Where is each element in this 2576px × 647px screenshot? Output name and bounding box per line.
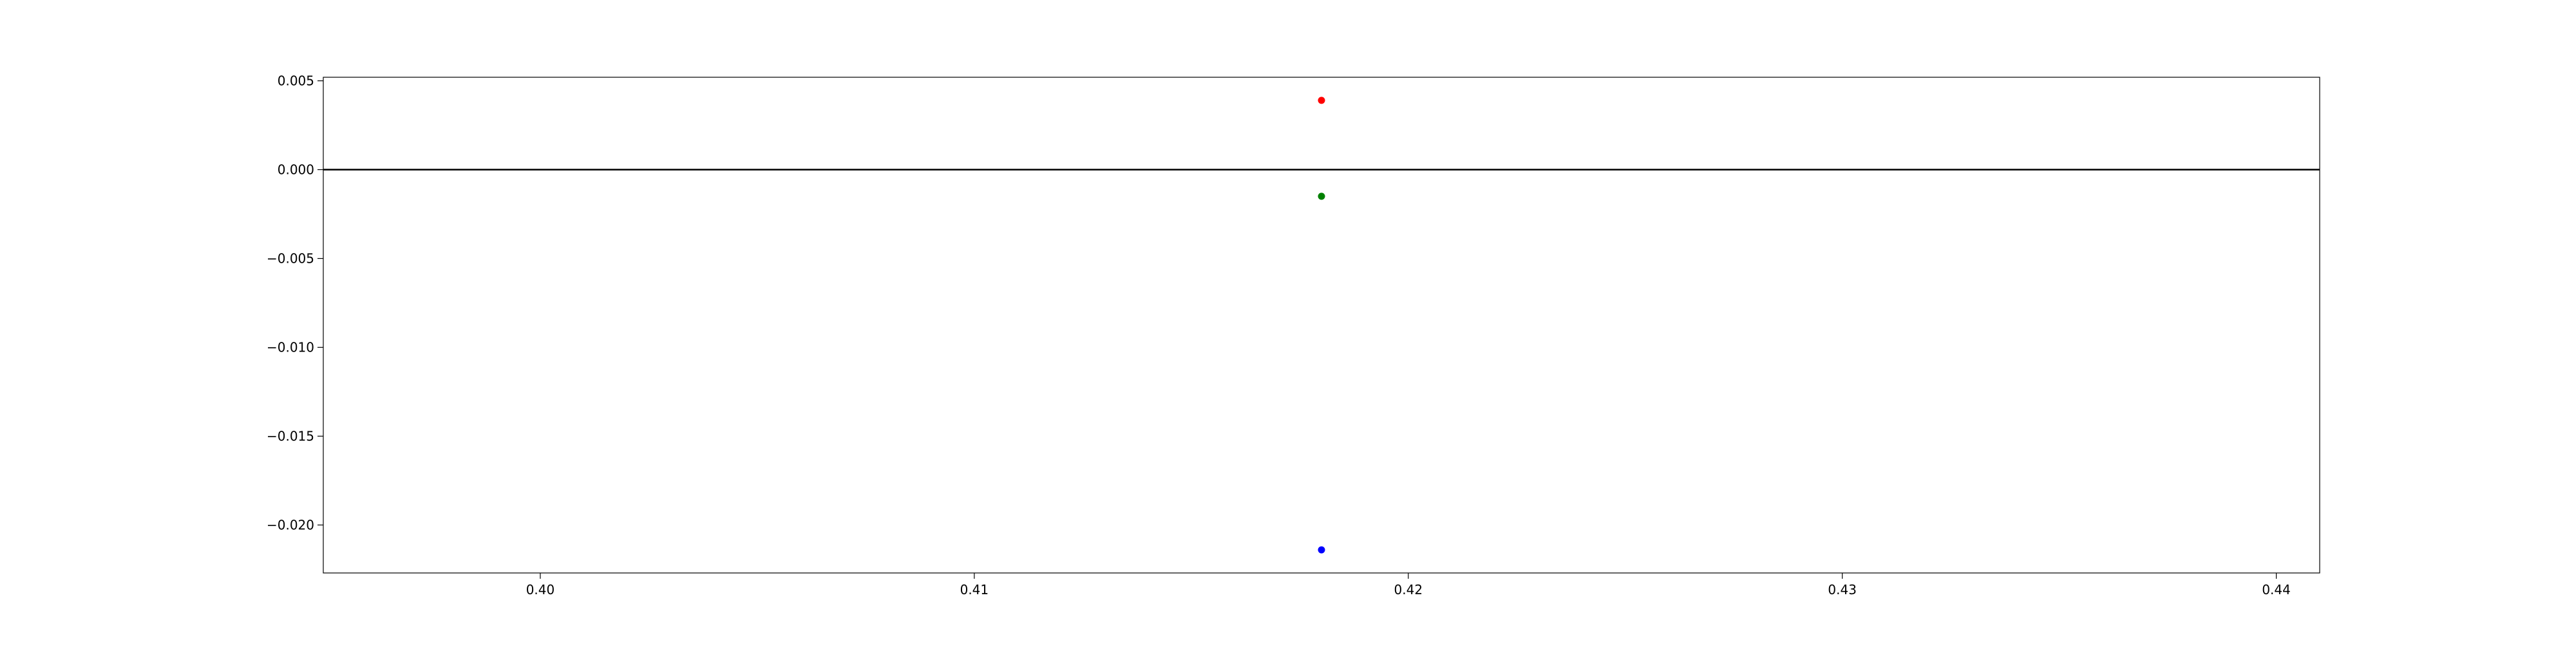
data-point bbox=[1318, 546, 1325, 554]
x-tick-label: 0.40 bbox=[526, 582, 555, 597]
y-tick-label: 0.005 bbox=[278, 73, 314, 89]
data-point bbox=[1318, 192, 1325, 200]
data-point bbox=[1318, 97, 1325, 104]
x-tick-label: 0.42 bbox=[1394, 582, 1423, 597]
plot-area bbox=[323, 97, 2320, 554]
y-axis: 0.005 0.000 −0.005 −0.010 −0.015 −0.020 bbox=[267, 73, 323, 532]
axes-frame bbox=[323, 77, 2320, 574]
y-tick-label: −0.010 bbox=[267, 339, 314, 355]
x-tick-label: 0.41 bbox=[960, 582, 989, 597]
y-tick-label: −0.005 bbox=[267, 251, 314, 267]
y-tick-label: −0.015 bbox=[267, 428, 314, 444]
y-tick-label: 0.000 bbox=[278, 162, 314, 178]
x-tick-label: 0.43 bbox=[1828, 582, 1857, 597]
x-tick-label: 0.44 bbox=[2262, 582, 2291, 597]
y-tick-label: −0.020 bbox=[267, 517, 314, 532]
x-axis: 0.40 0.41 0.42 0.43 0.44 bbox=[526, 573, 2291, 597]
